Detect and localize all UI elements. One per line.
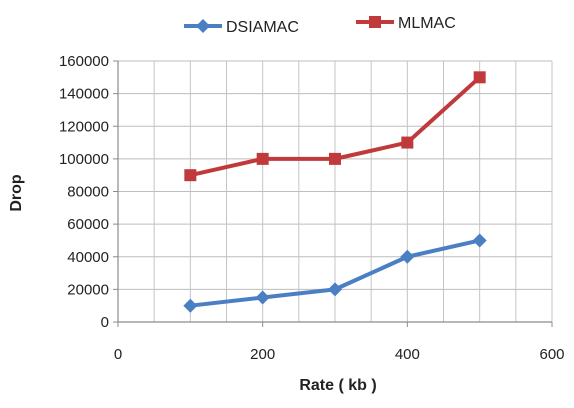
x-axis-title: Rate ( kb ) — [299, 377, 376, 394]
y-tick-label: 140000 — [59, 86, 109, 103]
data-point-dsiamac — [255, 290, 270, 305]
y-tick-label: 40000 — [67, 249, 109, 266]
y-tick-label: 20000 — [67, 281, 109, 298]
y-tick-label: 60000 — [67, 216, 109, 233]
data-point-mlmac — [184, 169, 197, 182]
legend-marker-dsiamac — [196, 19, 210, 33]
data-point-mlmac — [401, 136, 414, 149]
y-tick-label: 0 — [101, 314, 109, 331]
data-point-mlmac — [473, 71, 486, 84]
y-tick-label: 160000 — [59, 53, 109, 70]
y-tick-label: 100000 — [59, 151, 109, 168]
grid — [118, 60, 553, 322]
data-point-mlmac — [329, 152, 341, 165]
data-point-dsiamac — [400, 249, 415, 264]
data-point-dsiamac — [472, 233, 487, 248]
y-tick-label: 80000 — [67, 184, 109, 201]
legend-item-dsiamac: DSIAMAC — [184, 19, 299, 36]
x-tick-label: 400 — [395, 346, 420, 363]
y-axis-title: Drop — [8, 174, 25, 212]
x-tick-label: 600 — [539, 346, 564, 363]
legend-label-mlmac: MLMAC — [398, 15, 456, 32]
x-tick-label: 0 — [114, 346, 122, 363]
legend-label-dsiamac: DSIAMAC — [226, 19, 299, 36]
series-group — [183, 71, 487, 313]
y-tick-label: 120000 — [59, 118, 109, 135]
series-dsiamac — [183, 233, 487, 313]
legend-item-mlmac: MLMAC — [356, 15, 456, 32]
axes: 0 20000 40000 60000 80000 100000 120000 140000 1… — [59, 53, 565, 363]
series-mlmac — [184, 71, 486, 182]
legend: DSIAMAC MLMAC — [184, 15, 456, 36]
x-tick-label: 200 — [250, 346, 275, 363]
legend-marker-mlmac — [369, 16, 381, 28]
data-point-dsiamac — [183, 298, 198, 313]
data-point-dsiamac — [328, 282, 342, 297]
data-point-mlmac — [256, 152, 269, 165]
